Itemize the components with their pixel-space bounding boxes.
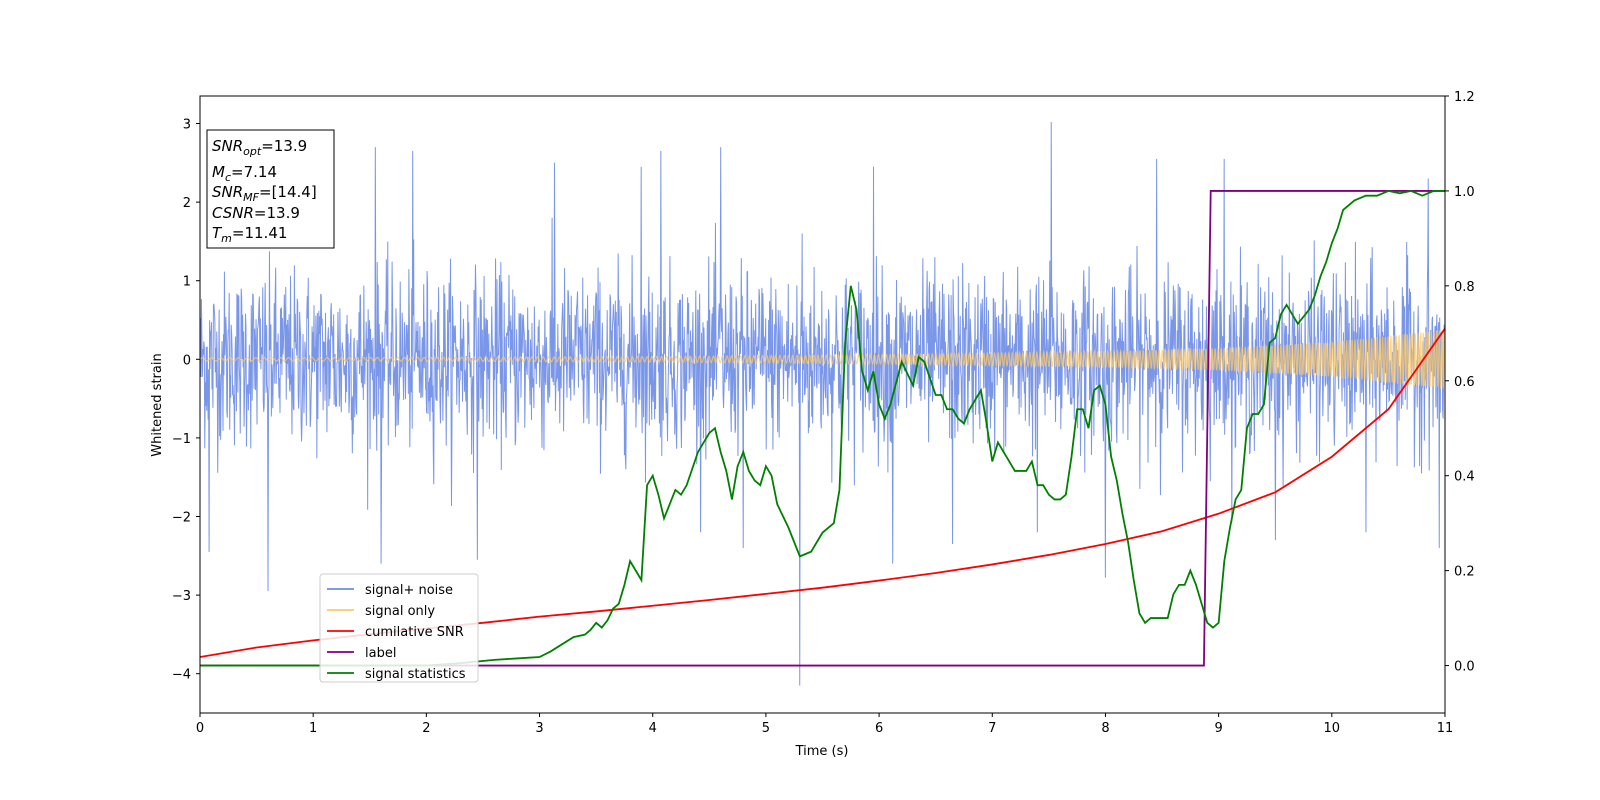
y2-tick-label: 0.0: [1454, 660, 1475, 675]
y-tick-label: 1: [183, 275, 191, 290]
y-tick-label: 2: [183, 196, 191, 211]
x-tick-label: 8: [1101, 721, 1109, 736]
x-tick-label: 2: [422, 721, 430, 736]
x-tick-label: 6: [875, 721, 883, 736]
x-tick-label: 4: [649, 721, 657, 736]
y-tick-label: 3: [183, 118, 191, 133]
x-tick-label: 5: [762, 721, 770, 736]
x-tick-label: 1: [309, 721, 317, 736]
plot-frame: [199, 95, 1446, 714]
annotation-tm: Tm=11.41: [212, 224, 287, 245]
annotation-box: SNRopt=13.9 Mc=7.14 SNRMF=[14.4] CSNR=13…: [206, 129, 335, 249]
y2-tick-label: 0.6: [1454, 375, 1475, 390]
x-tick-label: 9: [1214, 721, 1222, 736]
legend-label: signal statistics: [365, 667, 466, 682]
series-signal-only: [200, 330, 1445, 389]
x-axis-title: Time (s): [795, 744, 849, 759]
y-tick-label: −1: [172, 432, 191, 447]
y-axis-title: Whitened strain: [150, 353, 165, 456]
x-tick-label: 0: [196, 721, 204, 736]
y-axis-right: 1.2 1.0 0.8 0.6 0.4 0.2 0.0: [1445, 90, 1475, 675]
y-tick-label: −4: [172, 668, 191, 683]
signal-only-line: [200, 330, 1445, 389]
annotation-mc: Mc=7.14: [212, 163, 277, 184]
y-tick-label: 0: [183, 353, 191, 368]
annotation-snr-mf: SNRMF=[14.4]: [212, 183, 317, 204]
legend: signal+ noise signal only cumilative SNR la…: [319, 573, 479, 683]
x-axis: 0 1 2 3 4 5 6 7 8 9 10 11: [196, 713, 1453, 736]
annotation-csnr: CSNR=13.9: [212, 204, 300, 222]
y-tick-label: −2: [172, 511, 191, 526]
y-axis-left: 3 2 1 0 −1 −2 −3 −4: [172, 118, 200, 683]
series-label: [200, 190, 1445, 667]
x-tick-label: 11: [1437, 721, 1454, 736]
legend-label: label: [365, 646, 396, 661]
y2-tick-label: 0.4: [1454, 470, 1475, 485]
y2-tick-label: 1.2: [1454, 90, 1475, 105]
y2-tick-label: 1.0: [1454, 185, 1475, 200]
annotation-snr-opt: SNRopt=13.9: [212, 137, 307, 158]
x-tick-label: 7: [988, 721, 996, 736]
x-tick-label: 10: [1324, 721, 1341, 736]
y2-tick-label: 0.2: [1454, 565, 1475, 580]
x-tick-label: 3: [535, 721, 543, 736]
y2-tick-label: 0.8: [1454, 280, 1475, 295]
legend-label: signal+ noise: [365, 583, 453, 598]
legend-label: signal only: [365, 604, 435, 619]
legend-frame: [319, 573, 479, 683]
series-signal-statistics: [200, 189, 1445, 667]
annotation-frame: [206, 129, 335, 249]
legend-label: cumilative SNR: [365, 625, 464, 640]
y-tick-label: −3: [172, 589, 191, 604]
